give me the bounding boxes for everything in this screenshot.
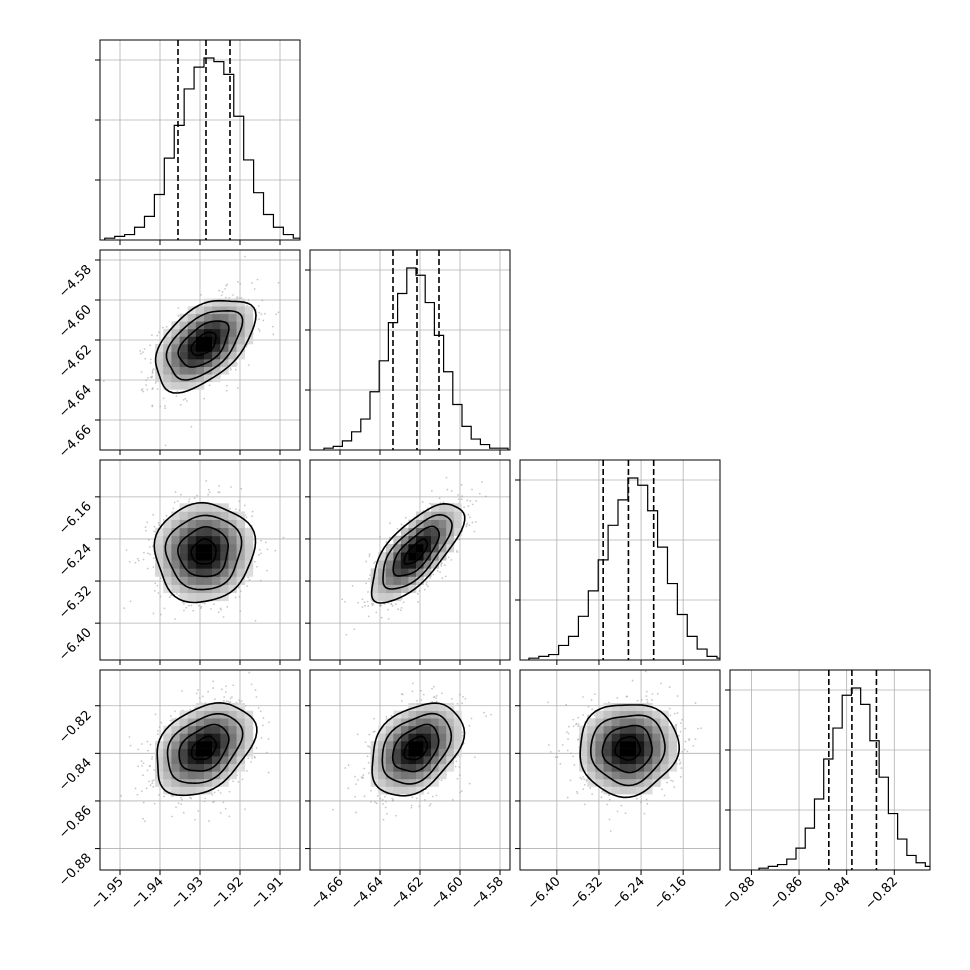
x-tick-label: −4.66 bbox=[308, 874, 347, 913]
density-panel-2-0: −6.40−6.32−6.24−6.16 bbox=[56, 459, 301, 665]
y-tick-label: −4.62 bbox=[56, 342, 95, 381]
x-tick-label: −4.62 bbox=[388, 874, 427, 913]
y-tick-label: −0.86 bbox=[56, 803, 95, 842]
contour-3 bbox=[154, 299, 257, 394]
contour-1 bbox=[392, 525, 441, 577]
contour-1 bbox=[178, 723, 230, 772]
density-panel-2-1 bbox=[305, 459, 511, 665]
x-tick-label: −6.32 bbox=[567, 874, 606, 913]
y-tick-label: −4.66 bbox=[56, 422, 95, 461]
x-tick-label: −0.88 bbox=[719, 874, 758, 913]
contour-2 bbox=[589, 714, 666, 787]
x-tick-label: −1.93 bbox=[168, 874, 207, 913]
x-tick-label: −0.82 bbox=[862, 874, 901, 913]
contour-1 bbox=[177, 525, 230, 578]
x-tick-label: −1.95 bbox=[88, 874, 127, 913]
y-tick-label: −6.16 bbox=[56, 499, 95, 538]
contour-0 bbox=[614, 736, 642, 761]
x-tick-label: −6.40 bbox=[525, 874, 564, 913]
contour-2 bbox=[166, 713, 244, 785]
contour-3 bbox=[156, 701, 258, 797]
x-tick-label: −6.24 bbox=[609, 874, 648, 913]
panel-frame bbox=[519, 459, 721, 661]
x-tick-label: −4.58 bbox=[468, 874, 507, 913]
y-tick-label: −0.88 bbox=[56, 851, 95, 890]
contour-2 bbox=[382, 513, 453, 590]
histogram-step bbox=[323, 267, 509, 450]
histogram-panel-1 bbox=[305, 249, 511, 455]
y-tick-label: −6.40 bbox=[56, 625, 95, 664]
contour-3 bbox=[370, 502, 466, 604]
panel-frame bbox=[519, 669, 721, 871]
y-tick-label: −4.64 bbox=[56, 382, 95, 421]
y-tick-label: −4.60 bbox=[56, 302, 95, 341]
panel-frame bbox=[99, 39, 301, 241]
contour-2 bbox=[381, 712, 453, 785]
y-tick-label: −4.58 bbox=[56, 262, 95, 301]
x-tick-label: −4.60 bbox=[428, 874, 467, 913]
y-tick-label: −6.24 bbox=[56, 541, 95, 580]
contour-2 bbox=[164, 514, 243, 591]
x-tick-label: −0.86 bbox=[767, 874, 806, 913]
panel-frame bbox=[99, 669, 301, 871]
contour-3 bbox=[579, 704, 681, 799]
contour-0 bbox=[403, 735, 429, 761]
panel-frame bbox=[309, 249, 511, 451]
histogram-panel-2 bbox=[515, 459, 721, 665]
scatter-points bbox=[123, 480, 285, 622]
contour-0 bbox=[403, 538, 429, 566]
panel-frame bbox=[99, 459, 301, 661]
density-panel-1-0: −4.66−4.64−4.62−4.60−4.58 bbox=[56, 249, 301, 461]
panel-background bbox=[520, 460, 720, 660]
density-grid bbox=[155, 298, 254, 390]
contour-1 bbox=[601, 724, 653, 774]
panel-frame bbox=[729, 669, 931, 871]
y-tick-label: −6.32 bbox=[56, 583, 95, 622]
x-tick-label: −1.92 bbox=[208, 874, 247, 913]
contour-2 bbox=[165, 309, 244, 381]
y-tick-label: −0.82 bbox=[56, 708, 95, 747]
contour-1 bbox=[177, 320, 230, 368]
density-panel-3-1: −4.66 −4.64 −4.62 −4.60 −4.58 bbox=[305, 669, 511, 913]
panel-background bbox=[730, 670, 930, 870]
contour-3 bbox=[153, 501, 257, 604]
y-tick-label: −0.84 bbox=[56, 756, 95, 795]
contour-3 bbox=[371, 702, 466, 797]
x-tick-label: −6.16 bbox=[651, 874, 690, 913]
density-panel-3-2: −6.40 −6.32 −6.24 −6.16 bbox=[515, 669, 721, 913]
panel-frame bbox=[99, 249, 301, 451]
density-panel-3-0: −1.95 −1.94 −1.93 −1.92 −1.91 −0.88 −0.86 −0.84… bbox=[56, 669, 301, 913]
panel-background bbox=[310, 250, 510, 450]
histogram-panel-0 bbox=[95, 39, 301, 245]
density-grid bbox=[155, 703, 254, 795]
x-tick-label: −1.94 bbox=[128, 874, 167, 913]
histogram-panel-3: −0.88 −0.86 −0.84 −0.82 bbox=[719, 669, 931, 913]
histogram-step bbox=[104, 57, 300, 240]
x-tick-label: −0.84 bbox=[815, 874, 854, 913]
x-tick-label: −1.91 bbox=[248, 874, 287, 913]
contour-1 bbox=[391, 723, 440, 773]
panel-frame bbox=[309, 669, 511, 871]
contour-0 bbox=[190, 735, 218, 761]
contour-0 bbox=[190, 331, 217, 357]
panel-frame bbox=[309, 459, 511, 661]
contour-0 bbox=[190, 538, 217, 565]
x-tick-label: −4.64 bbox=[348, 874, 387, 913]
